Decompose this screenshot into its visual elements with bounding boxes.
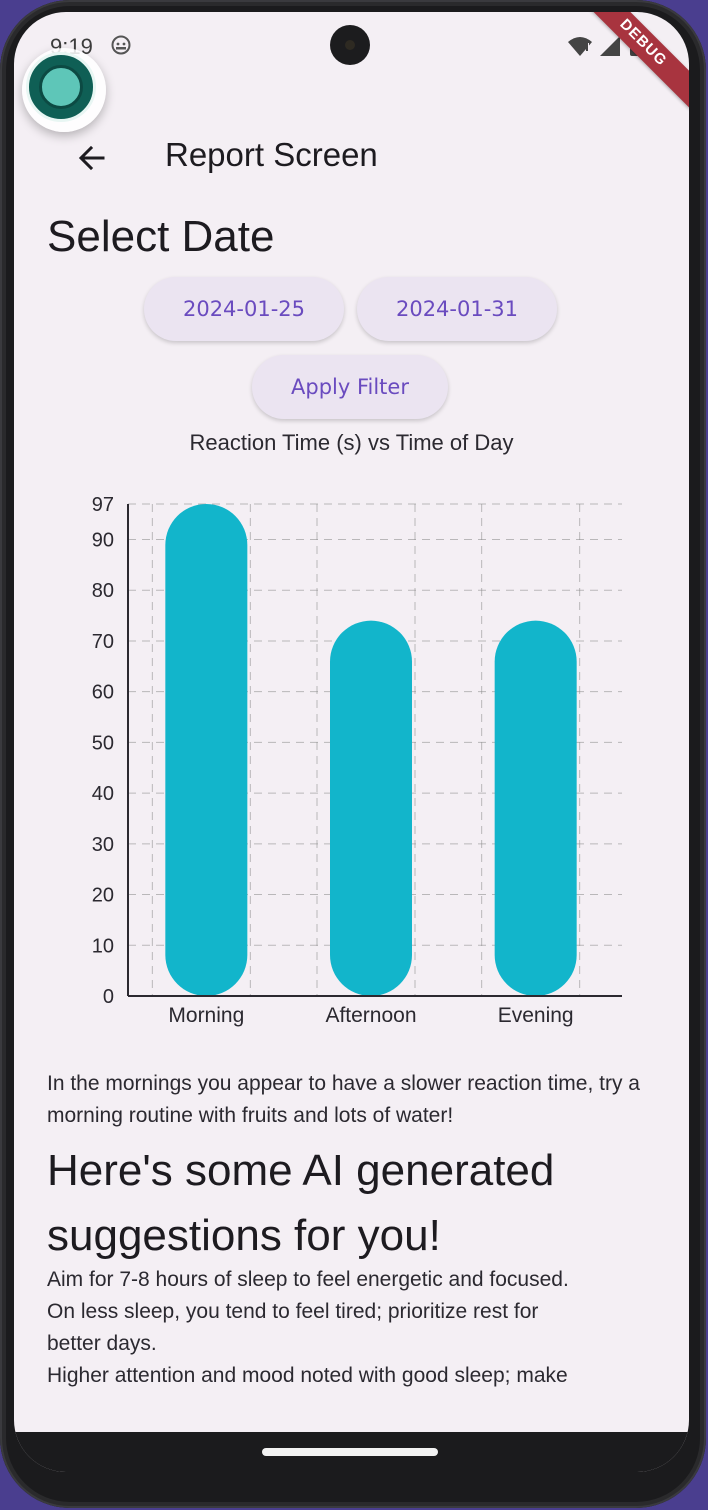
suggestion-line: better days.	[47, 1332, 157, 1355]
floating-overlay-button[interactable]	[22, 48, 106, 132]
apply-filter-button[interactable]: Apply Filter	[252, 355, 448, 419]
overlay-core-icon	[39, 65, 83, 109]
android-debug-icon	[111, 35, 131, 55]
x-tick-label: Evening	[498, 1004, 574, 1027]
bar-evening	[494, 620, 577, 996]
reaction-time-bar-chart: 0 10 20 30 40 50 60 70 80 90 97 Morning Afternoon Eve…	[92, 494, 622, 1027]
screen: 9:19 DEBUG Report Screen Select Date	[14, 12, 689, 1472]
back-button[interactable]	[70, 136, 114, 180]
y-tick-label: 80	[92, 580, 114, 602]
y-tick-label: 60	[92, 682, 114, 704]
y-tick-label: 10	[92, 935, 114, 957]
suggestion-line: Aim for 7-8 hours of sleep to feel energ…	[47, 1268, 569, 1291]
y-tick-label: 30	[92, 834, 114, 856]
x-tick-label: Morning	[168, 1004, 244, 1027]
chart-title: Reaction Time (s) vs Time of Day	[189, 430, 514, 455]
select-date-heading: Select Date	[47, 212, 275, 261]
y-tick-label: 20	[92, 885, 114, 907]
y-tick-label: 0	[103, 986, 114, 1008]
page-title: Report Screen	[165, 136, 378, 173]
end-date-button[interactable]: 2024-01-31	[357, 277, 557, 341]
ai-suggestions-heading: Here's some AI generated suggestions for…	[47, 1146, 555, 1260]
y-tick-label: 70	[92, 631, 114, 653]
y-tick-label: 90	[92, 530, 114, 552]
suggestion-line: On less sleep, you tend to feel tired; p…	[47, 1300, 539, 1323]
front-camera	[330, 25, 370, 65]
y-tick-label: 40	[92, 783, 114, 805]
home-gesture-handle[interactable]	[262, 1448, 438, 1456]
insight-text: In the mornings you appear to have a slo…	[47, 1072, 640, 1127]
debug-banner: DEBUG	[577, 12, 689, 109]
system-nav-bar	[14, 1432, 689, 1472]
suggestion-line: Higher attention and mood noted with goo…	[47, 1364, 568, 1387]
y-tick-label: 50	[92, 732, 114, 754]
start-date-button[interactable]: 2024-01-25	[144, 277, 344, 341]
y-tick-label: 97	[92, 494, 114, 516]
suggestions-list: Aim for 7-8 hours of sleep to feel energ…	[47, 1264, 657, 1392]
bar-afternoon	[330, 620, 412, 996]
bar-morning	[165, 504, 248, 996]
x-tick-label: Afternoon	[325, 1004, 416, 1027]
arrow-back-icon	[78, 145, 105, 171]
